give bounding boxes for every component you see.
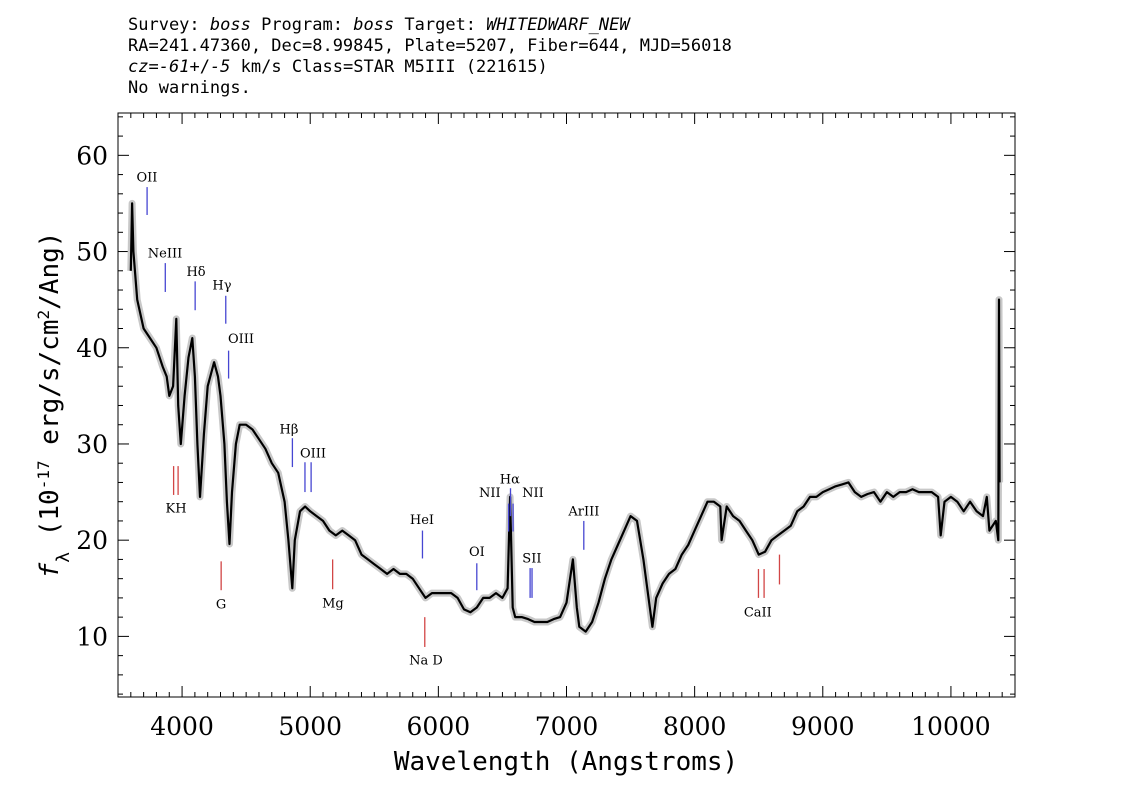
title-segment: Survey:	[128, 15, 210, 35]
x-axis-label: Wavelength (Angstroms)	[394, 747, 738, 777]
y-tick-label: 40	[76, 334, 108, 363]
y-label-segment: λ	[53, 552, 74, 563]
spectrum-line	[129, 202, 1001, 633]
y-tick-label: 60	[76, 141, 108, 170]
y-label-segment: (10	[35, 489, 65, 552]
spectrum-error-band	[127, 199, 1004, 636]
title-segment: boss	[353, 15, 394, 35]
title-line: No warnings.	[128, 78, 251, 98]
y-tick-label: 50	[76, 238, 108, 267]
title-segment: +/	[189, 57, 209, 77]
title-line: Survey: boss Program: boss Target: WHITE…	[128, 15, 631, 35]
line-label: OII	[136, 170, 157, 185]
title-segment: boss	[210, 15, 251, 35]
x-tick-label: 4000	[150, 712, 214, 741]
line-label: Hα	[500, 473, 520, 488]
line-label: NII	[522, 486, 544, 501]
line-label: Na D	[409, 653, 443, 668]
title-line: cz=-61+/-5 km/s Class=STAR M5III (221615…	[128, 57, 548, 77]
line-label: KH	[166, 501, 187, 516]
title-segment: Program:	[251, 15, 353, 35]
line-label: Hδ	[186, 265, 205, 280]
line-label: NeIII	[148, 247, 182, 262]
title-segment: km/s Class=STAR M5III (221615)	[230, 57, 547, 77]
line-label: Hβ	[280, 423, 299, 438]
y-tick-label: 20	[76, 526, 108, 555]
line-label: OIII	[300, 447, 326, 462]
y-label-segment: -17	[34, 460, 53, 489]
line-label: OIII	[228, 332, 254, 347]
title-segment: =	[148, 57, 158, 77]
x-tick-label: 10000	[911, 712, 991, 741]
y-label-segment: 2	[34, 310, 53, 320]
line-label: HeI	[410, 513, 434, 528]
line-label: G	[216, 598, 226, 613]
x-tick-label: 6000	[407, 712, 471, 741]
title-segment: -61	[159, 57, 190, 77]
line-label: ArIII	[567, 504, 599, 519]
line-label: Mg	[322, 597, 344, 612]
y-tick-label: 10	[76, 622, 108, 651]
x-tick-label: 8000	[663, 712, 727, 741]
line-label: CaII	[744, 605, 772, 620]
title-segment: cz	[128, 57, 148, 77]
line-label: NII	[479, 486, 501, 501]
line-label: SII	[522, 551, 541, 566]
line-label: Hγ	[212, 278, 231, 293]
x-tick-label: 9000	[791, 712, 855, 741]
title-segment: No warnings.	[128, 78, 251, 98]
title-segment: WHITEDWARF_NEW	[486, 15, 631, 35]
title-segment: RA=241.47360, Dec=8.99845, Plate=5207, F…	[128, 36, 732, 56]
title-line: RA=241.47360, Dec=8.99845, Plate=5207, F…	[128, 36, 732, 56]
title-segment: Target:	[394, 15, 486, 35]
y-label-segment: /Ang)	[35, 232, 65, 310]
line-label: OI	[469, 545, 485, 560]
y-tick-label: 30	[76, 430, 108, 459]
x-tick-label: 7000	[535, 712, 599, 741]
y-label-segment: erg/s/cm	[35, 320, 65, 461]
title-segment: -5	[210, 57, 230, 77]
y-label-segment: f	[35, 562, 65, 578]
x-tick-label: 5000	[278, 712, 342, 741]
header: Survey: boss Program: boss Target: WHITE…	[128, 15, 732, 98]
y-axis-label: fλ (10-17 erg/s/cm2/Ang)	[34, 232, 74, 579]
